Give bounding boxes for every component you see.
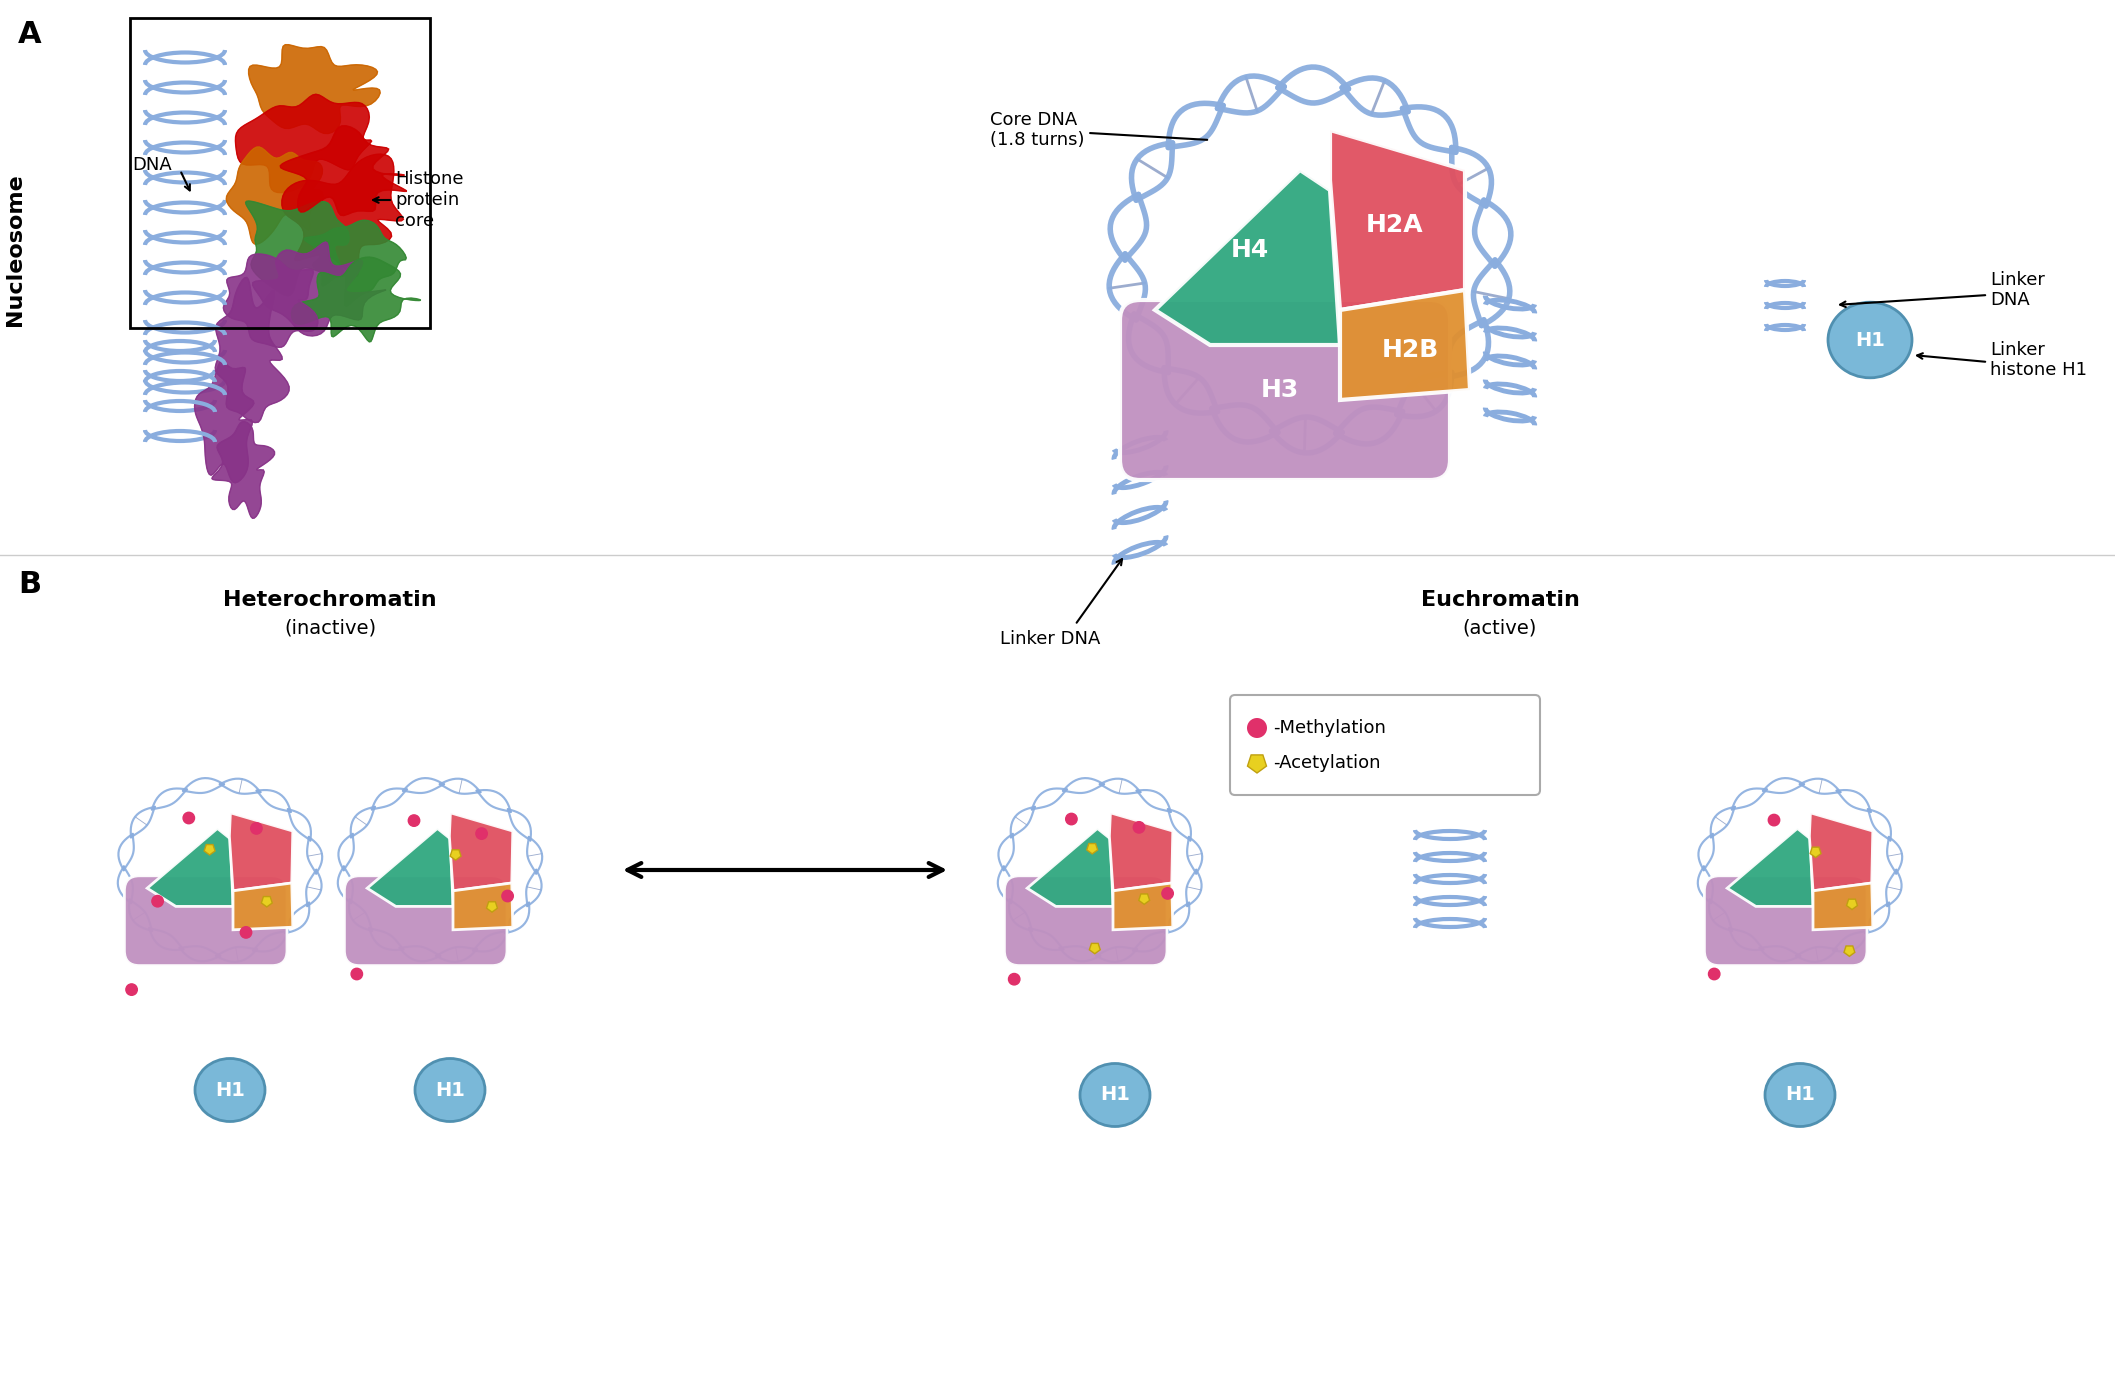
Polygon shape [1813,883,1872,930]
Ellipse shape [1134,822,1144,833]
Text: Linker
histone H1: Linker histone H1 [1990,340,2088,379]
Polygon shape [226,147,324,244]
Ellipse shape [252,823,262,834]
Polygon shape [1341,290,1470,400]
Text: A: A [19,19,42,49]
Ellipse shape [1248,718,1267,738]
Polygon shape [245,201,349,296]
Text: (active): (active) [1464,618,1538,637]
Text: Linker DNA: Linker DNA [1000,630,1100,648]
Polygon shape [450,849,461,861]
Text: DNA: DNA [133,155,171,174]
Text: Histone
protein
core: Histone protein core [396,171,463,230]
FancyBboxPatch shape [1121,300,1451,480]
Text: H1: H1 [1855,330,1884,350]
FancyBboxPatch shape [125,876,288,966]
Ellipse shape [1081,1063,1151,1127]
Polygon shape [1155,169,1341,346]
Polygon shape [212,422,275,518]
Polygon shape [292,257,421,341]
Polygon shape [453,883,512,930]
Text: (inactive): (inactive) [283,618,376,637]
Polygon shape [233,883,292,930]
Ellipse shape [127,984,137,995]
Text: H1: H1 [216,1080,245,1099]
Polygon shape [1112,883,1174,930]
Ellipse shape [1768,815,1779,826]
Polygon shape [205,844,216,855]
Ellipse shape [1766,1063,1836,1127]
Polygon shape [281,126,406,215]
FancyBboxPatch shape [1231,695,1540,795]
Polygon shape [1846,899,1857,909]
Polygon shape [305,221,406,307]
Ellipse shape [351,969,362,980]
Ellipse shape [1827,303,1912,378]
Text: -Methylation: -Methylation [1273,719,1385,737]
FancyBboxPatch shape [345,876,508,966]
Text: Euchromatin: Euchromatin [1421,590,1580,609]
Text: H1: H1 [436,1080,465,1099]
Ellipse shape [1009,973,1019,985]
Polygon shape [1810,847,1821,858]
Polygon shape [148,829,233,906]
Text: B: B [19,570,40,600]
Text: Core DNA
(1.8 turns): Core DNA (1.8 turns) [990,111,1208,150]
Ellipse shape [501,890,514,902]
Text: H4: H4 [1231,237,1269,262]
Polygon shape [262,897,273,906]
Ellipse shape [1066,813,1077,824]
Ellipse shape [184,812,195,823]
Polygon shape [1138,894,1151,905]
Ellipse shape [241,927,252,938]
Polygon shape [448,813,512,891]
Text: H1: H1 [1100,1085,1129,1105]
Polygon shape [1087,844,1098,854]
Polygon shape [1110,813,1174,891]
FancyBboxPatch shape [1005,876,1167,966]
Polygon shape [252,242,385,336]
Polygon shape [1808,813,1872,891]
Ellipse shape [1161,888,1174,899]
Polygon shape [368,829,453,906]
Polygon shape [486,902,497,912]
Text: Linker
DNA: Linker DNA [1990,271,2045,310]
Polygon shape [1844,947,1855,956]
Text: H2B: H2B [1381,339,1438,362]
Polygon shape [224,254,317,347]
Polygon shape [235,94,372,193]
Ellipse shape [152,895,163,906]
Ellipse shape [408,815,419,826]
Ellipse shape [476,827,486,840]
Text: H1: H1 [1785,1085,1815,1105]
Polygon shape [250,44,381,133]
Polygon shape [1728,829,1813,906]
Polygon shape [1248,755,1267,773]
Text: H3: H3 [1261,378,1299,403]
Polygon shape [1330,130,1466,310]
Text: H2A: H2A [1366,212,1423,237]
Ellipse shape [195,1059,264,1122]
Text: Nucleosome: Nucleosome [4,174,25,326]
FancyBboxPatch shape [1705,876,1868,966]
Polygon shape [216,278,290,422]
Polygon shape [1089,944,1100,954]
Polygon shape [1028,829,1112,906]
Ellipse shape [415,1059,484,1122]
Text: Heterochromatin: Heterochromatin [224,590,438,609]
Polygon shape [228,813,292,891]
Polygon shape [281,154,404,276]
Polygon shape [195,361,254,483]
Text: -Acetylation: -Acetylation [1273,754,1381,772]
Ellipse shape [1709,969,1719,980]
Bar [129,18,429,328]
